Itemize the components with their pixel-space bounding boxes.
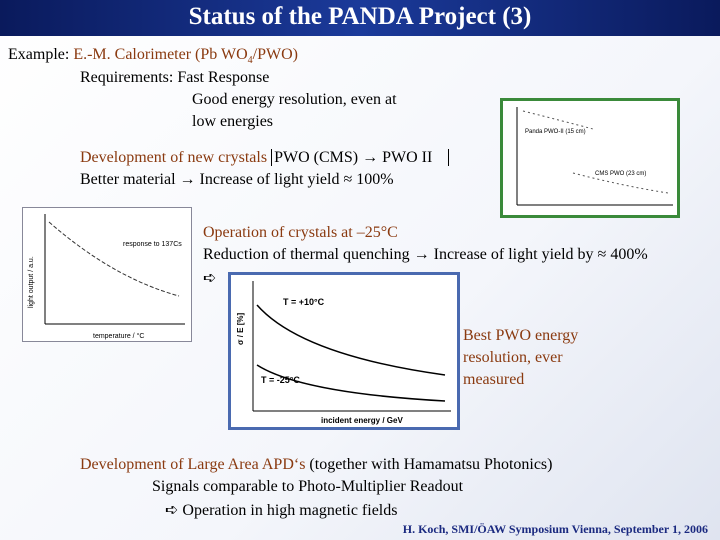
x-label: incident energy / GeV — [321, 416, 403, 425]
text: Development of Large Area APD‘s — [80, 456, 306, 473]
line: Development of Large Area APD‘s (togethe… — [80, 456, 552, 474]
line: Signals comparable to Photo-Multiplier R… — [152, 478, 464, 495]
label: Example: — [8, 46, 70, 63]
footer: H. Koch, SMI/ÖAW Symposium Vienna, Septe… — [402, 522, 708, 536]
arrow: ➪ — [203, 270, 217, 287]
figure: Panda PWO-II (15 cm) CMS PWO (23 cm) — [500, 98, 680, 218]
text: Development of new crystals — [80, 149, 268, 166]
line: Better material → Increase of light yiel… — [80, 171, 394, 188]
line: Best PWO energy — [463, 327, 579, 344]
slide-title: Status of the PANDA Project (3) — [188, 3, 532, 30]
fig-label: CMS PWO (23 cm) — [595, 171, 646, 177]
line: ➪ Operation in high magnetic fields — [165, 502, 398, 519]
line: resolution, ever — [463, 349, 563, 366]
line: Development of new crystals PWO (CMS) → … — [80, 149, 450, 167]
text: /PWO) — [252, 46, 298, 63]
line: Requirements: Fast Response — [80, 69, 270, 86]
line: measured — [463, 371, 525, 388]
fig-label: response to 137Cs — [123, 241, 182, 248]
line: low energies — [192, 113, 274, 130]
curve — [48, 221, 180, 297]
curve — [256, 364, 446, 402]
curve — [256, 304, 446, 376]
curve — [522, 110, 594, 130]
x-label: temperature / °C — [93, 332, 144, 340]
y-label: light output / a.u. — [28, 256, 35, 308]
fig-label: T = +10°C — [283, 297, 325, 307]
figure: response to 137Cs temperature / °C light… — [22, 207, 192, 342]
title-bar — [0, 0, 720, 36]
text: PWO (CMS) → PWO II — [271, 149, 450, 166]
line: Good energy resolution, even at — [192, 91, 397, 108]
curve — [572, 172, 669, 194]
line: Example: E.-M. Calorimeter (Pb WO4/PWO) — [8, 46, 298, 66]
line: Operation of crystals at –25°C — [203, 224, 398, 241]
line: Reduction of thermal quenching → Increas… — [203, 246, 648, 263]
text: (together with Hamamatsu Photonics) — [309, 456, 553, 473]
fig-label: Panda PWO-II (15 cm) — [525, 129, 586, 135]
y-label: σ / E [%] — [236, 313, 245, 345]
figure: T = +10°C T = -25°C incident energy / Ge… — [228, 272, 460, 430]
fig-label: T = -25°C — [261, 375, 300, 385]
text: E.-M. Calorimeter (Pb WO — [73, 46, 248, 63]
sub: 4 — [247, 55, 253, 67]
